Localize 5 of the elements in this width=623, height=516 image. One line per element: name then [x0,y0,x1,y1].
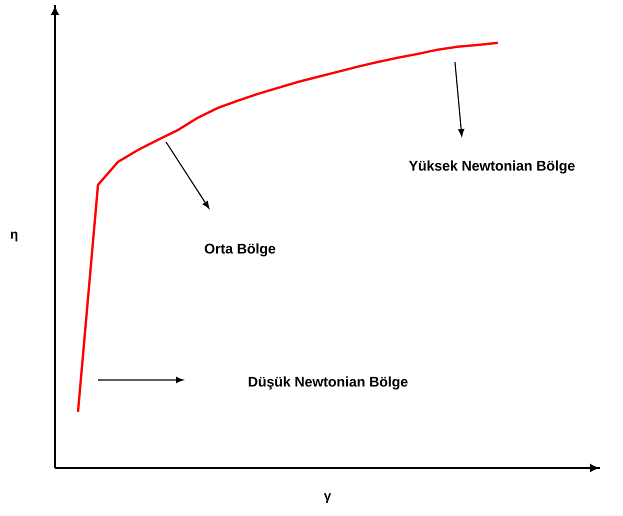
annotation: Yüksek Newtonian Bölge [408,160,575,174]
x-axis-title: γ [324,493,332,503]
y-axis-title: η [10,232,18,242]
annotation: Düşük Newtonian Bölge [248,376,408,390]
annotation: Orta Bölge [204,243,276,256]
